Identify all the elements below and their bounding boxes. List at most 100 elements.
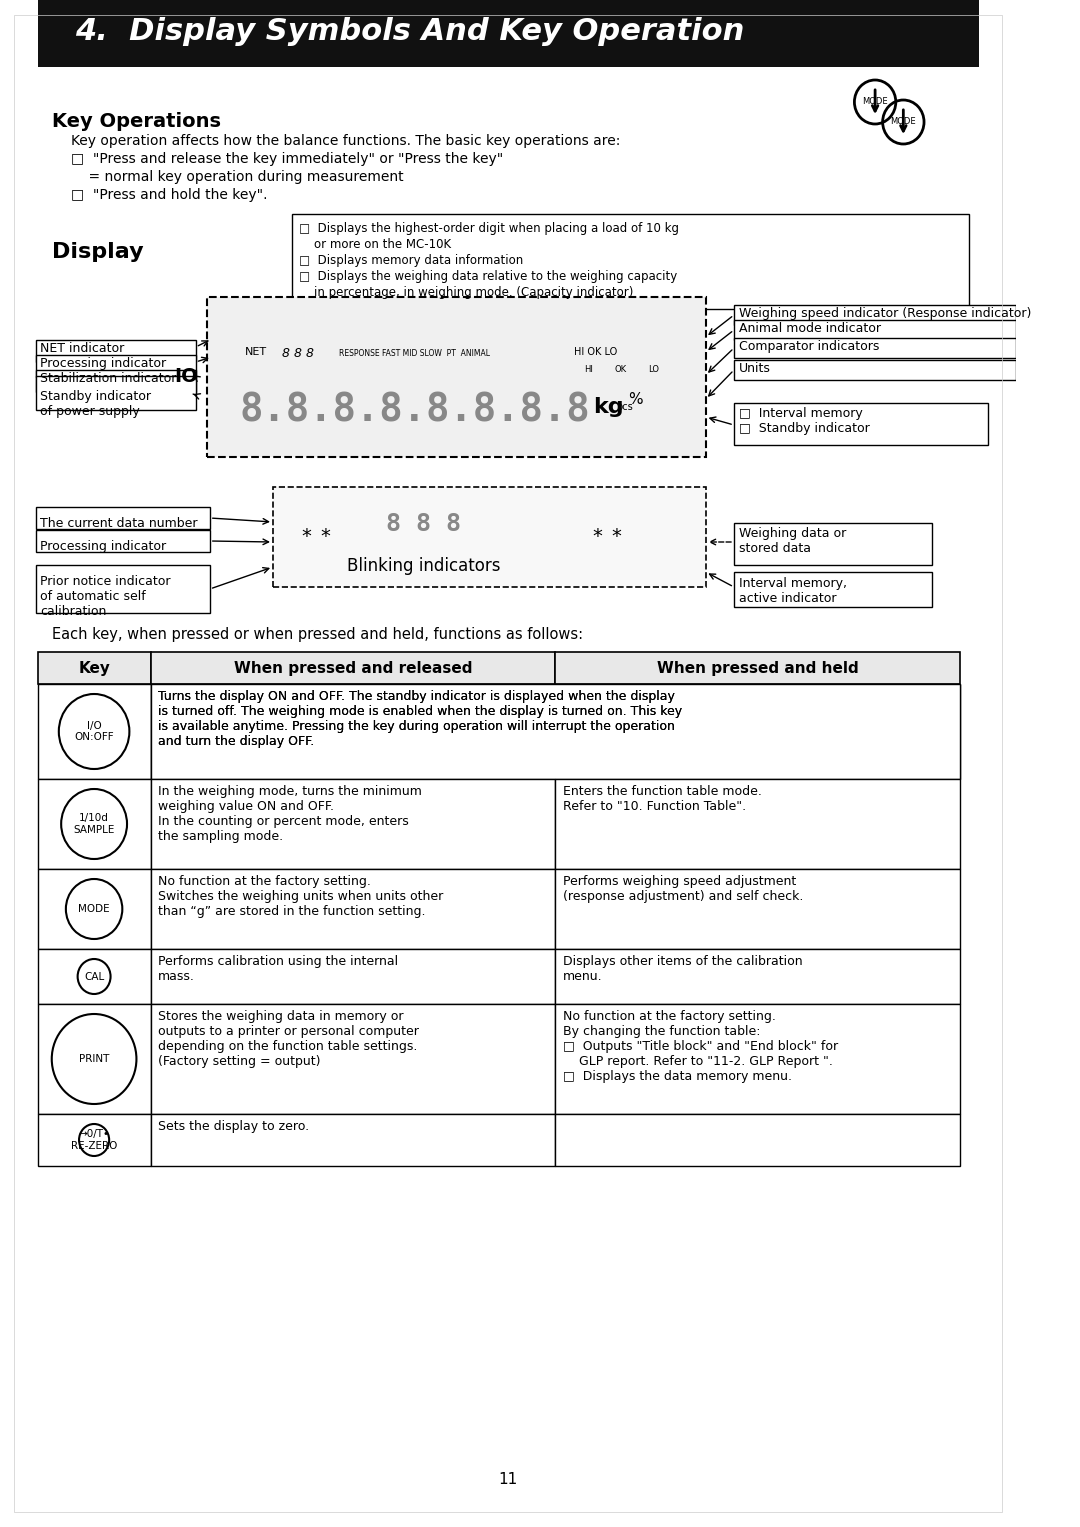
Bar	[38, 684, 150, 779]
Bar	[555, 1003, 960, 1115]
Text: No function at the factory setting.
Switches the weighing units when units other: No function at the factory setting. Swit…	[158, 875, 443, 918]
Text: In the weighing mode, turns the minimum
weighing value ON and OFF.
In the counti: In the weighing mode, turns the minimum …	[158, 785, 422, 843]
Text: Key: Key	[78, 661, 110, 675]
Bar	[38, 869, 150, 948]
Text: Interval memory,
active indicator: Interval memory, active indicator	[739, 577, 847, 605]
Bar	[38, 1115, 150, 1167]
Text: RESPONSE FAST MID SLOW  PT  ANIMAL: RESPONSE FAST MID SLOW PT ANIMAL	[339, 350, 489, 357]
Text: No function at the factory setting.
By changing the function table:
□  Outputs ": No function at the factory setting. By c…	[563, 1009, 838, 1083]
Bar	[150, 779, 555, 869]
Text: HI OK LO: HI OK LO	[573, 347, 618, 357]
Text: Processing indicator: Processing indicator	[40, 357, 166, 370]
Text: □  "Press and release the key immediately" or "Press the key": □ "Press and release the key immediately…	[70, 153, 503, 166]
Bar	[150, 1003, 555, 1115]
Bar	[639, 365, 669, 379]
Bar	[734, 305, 1016, 325]
Text: %: %	[629, 392, 644, 408]
Bar	[36, 565, 210, 612]
Bar	[150, 1115, 555, 1167]
Bar	[38, 652, 150, 684]
Bar	[38, 0, 978, 67]
Bar	[555, 948, 960, 1003]
Text: Stabilization indicator: Stabilization indicator	[40, 373, 177, 385]
Text: □  Interval memory
□  Standby indicator: □ Interval memory □ Standby indicator	[739, 408, 869, 435]
Bar	[36, 530, 210, 551]
Text: Displays other items of the calibration
menu.: Displays other items of the calibration …	[563, 954, 802, 983]
Bar	[555, 779, 960, 869]
Text: HI: HI	[583, 365, 593, 374]
Bar	[36, 354, 195, 377]
Text: MODE: MODE	[862, 98, 888, 107]
Text: *: *	[611, 527, 621, 547]
Bar	[36, 507, 210, 528]
Text: *: *	[320, 527, 329, 547]
Bar	[555, 1115, 960, 1167]
Bar	[734, 321, 1016, 341]
Bar	[150, 948, 555, 1003]
Text: 4.  Display Symbols And Key Operation: 4. Display Symbols And Key Operation	[76, 17, 744, 46]
Bar	[292, 214, 969, 308]
Bar	[38, 948, 150, 1003]
Bar	[38, 1003, 150, 1115]
Text: Turns the display ON and OFF. The standby indicator is displayed when the displa: Turns the display ON and OFF. The standb…	[158, 690, 683, 748]
Text: Key operation affects how the balance functions. The basic key operations are:: Key operation affects how the balance fu…	[70, 134, 620, 148]
Text: →0/T•
RE-ZERO: →0/T• RE-ZERO	[71, 1128, 118, 1151]
Text: LO: LO	[648, 365, 660, 374]
Bar	[734, 403, 988, 444]
Text: MODE: MODE	[78, 904, 110, 915]
Text: When pressed and held: When pressed and held	[657, 661, 859, 675]
Text: NET indicator: NET indicator	[40, 342, 124, 354]
Text: □  Displays the weighing data relative to the weighing capacity: □ Displays the weighing data relative to…	[299, 270, 677, 282]
Text: MODE: MODE	[891, 118, 916, 127]
Text: pcs: pcs	[617, 402, 633, 412]
Text: 1/10d
SAMPLE: 1/10d SAMPLE	[73, 814, 114, 835]
Text: Processing indicator: Processing indicator	[40, 541, 166, 553]
Bar	[734, 573, 932, 608]
Bar	[573, 365, 603, 379]
Text: 8.8.8.8.8.8.8.8: 8.8.8.8.8.8.8.8	[240, 392, 591, 431]
Bar	[38, 779, 150, 869]
Text: Key Operations: Key Operations	[52, 111, 220, 131]
Text: 8 8 8: 8 8 8	[386, 512, 461, 536]
Text: The current data number: The current data number	[40, 518, 198, 530]
Text: Stores the weighing data in memory or
outputs to a printer or personal computer
: Stores the weighing data in memory or ou…	[158, 1009, 419, 1067]
Bar	[555, 684, 960, 779]
Text: Performs calibration using the internal
mass.: Performs calibration using the internal …	[158, 954, 399, 983]
Text: 11: 11	[499, 1472, 517, 1487]
Text: Comparator indicators: Comparator indicators	[739, 341, 879, 353]
Text: Standby indicator
of power supply: Standby indicator of power supply	[40, 389, 151, 418]
Text: Weighing data or
stored data: Weighing data or stored data	[739, 527, 846, 554]
Text: in percentage, in weighing mode. (Capacity indicator): in percentage, in weighing mode. (Capaci…	[299, 286, 634, 299]
Text: kg: kg	[593, 397, 623, 417]
Text: = normal key operation during measurement: = normal key operation during measuremen…	[70, 169, 403, 183]
Text: Each key, when pressed or when pressed and held, functions as follows:: Each key, when pressed or when pressed a…	[52, 628, 583, 641]
Text: CAL: CAL	[84, 971, 105, 982]
Text: Blinking indicators: Blinking indicators	[347, 557, 500, 576]
Text: OK: OK	[615, 365, 627, 374]
Text: Performs weighing speed adjustment
(response adjustment) and self check.: Performs weighing speed adjustment (resp…	[563, 875, 804, 902]
Text: Units: Units	[739, 362, 770, 376]
Bar	[555, 869, 960, 948]
Text: Display: Display	[52, 241, 144, 263]
Text: Weighing speed indicator (Response indicator): Weighing speed indicator (Response indic…	[739, 307, 1031, 321]
Text: 8 8 8: 8 8 8	[282, 347, 314, 360]
Text: Animal mode indicator: Animal mode indicator	[739, 322, 880, 334]
Text: Enters the function table mode.
Refer to "10. Function Table".: Enters the function table mode. Refer to…	[563, 785, 761, 812]
Text: Prior notice indicator
of automatic self
calibration: Prior notice indicator of automatic self…	[40, 576, 171, 618]
Bar	[36, 341, 195, 362]
Text: IO: IO	[174, 368, 198, 386]
Bar	[36, 370, 195, 392]
Bar	[150, 684, 960, 779]
Text: Turns the display ON and OFF. The standby indicator is displayed when the displa: Turns the display ON and OFF. The standb…	[158, 690, 683, 748]
Bar	[36, 376, 195, 411]
Text: □  Displays the highest-order digit when placing a load of 10 kg: □ Displays the highest-order digit when …	[299, 221, 679, 235]
Text: or more on the MC-10K: or more on the MC-10K	[299, 238, 451, 250]
Bar	[150, 652, 555, 684]
Text: □  "Press and hold the key".: □ "Press and hold the key".	[70, 188, 267, 202]
Text: *: *	[593, 527, 603, 547]
Bar	[734, 360, 1016, 380]
Bar	[607, 365, 635, 379]
Text: When pressed and released: When pressed and released	[233, 661, 472, 675]
Text: PRINT: PRINT	[79, 1054, 109, 1064]
Text: NET: NET	[245, 347, 267, 357]
